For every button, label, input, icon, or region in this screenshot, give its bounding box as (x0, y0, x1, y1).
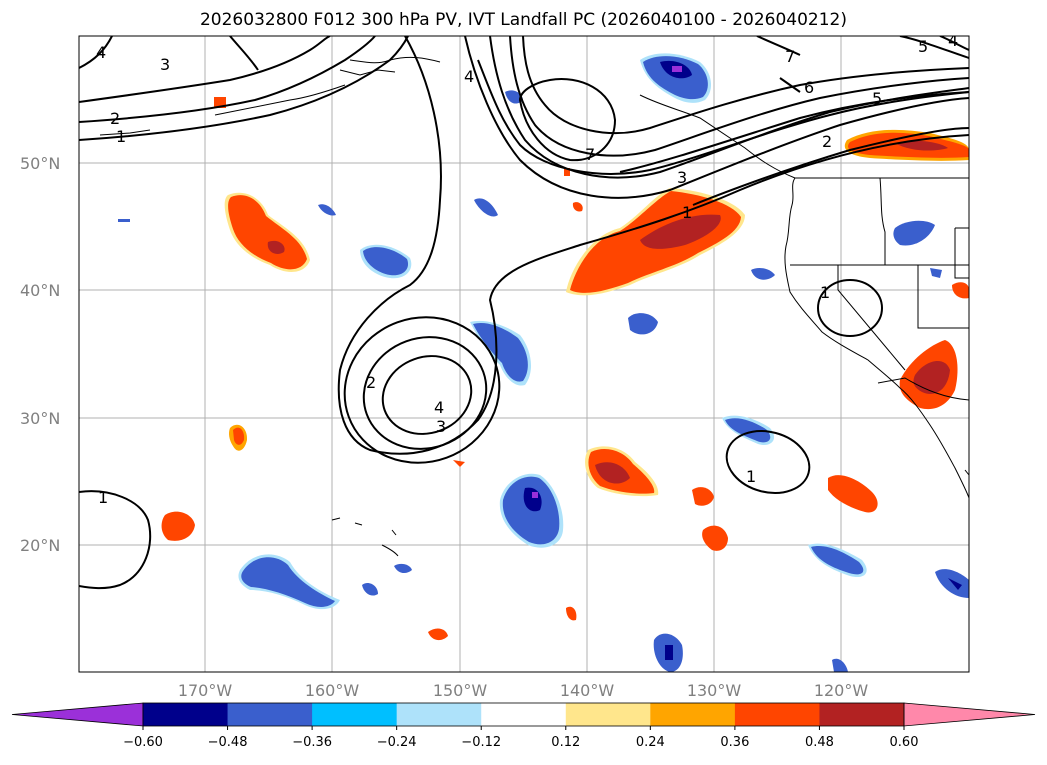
contour-label: 6 (804, 78, 814, 97)
negative-anomaly-region (470, 320, 532, 386)
colorbar-segment (565, 703, 651, 726)
positive-anomaly-region (566, 606, 577, 621)
negative-anomaly-region (238, 554, 340, 610)
colorbar-tick-label: −0.48 (208, 735, 248, 750)
map-title: 2026032800 F012 300 hPa PV, IVT Landfall… (199, 10, 847, 30)
colorbar-segment (312, 703, 398, 726)
negative-anomaly-region (394, 563, 412, 574)
positive-anomaly-region (844, 129, 969, 161)
positive-anomaly-region (692, 487, 714, 506)
contour-label: 3 (677, 168, 687, 187)
contour-label: 4 (96, 43, 106, 62)
colorbar-extend-min (11, 702, 144, 727)
colorbar-tick-label: 0.60 (890, 735, 919, 750)
contour-label: 3 (436, 417, 446, 436)
negative-anomaly-region (832, 658, 848, 672)
colorbar-tick-label: −0.24 (377, 735, 417, 750)
colorbar-segment (481, 703, 567, 726)
colorbar-segment (650, 703, 736, 726)
colorbar-segment (734, 703, 820, 726)
negative-anomaly-region (808, 543, 867, 578)
colorbar-outline (142, 702, 905, 727)
negative-anomaly-region (474, 198, 498, 217)
contour-label: 5 (918, 37, 928, 56)
negative-anomaly-region (751, 267, 775, 280)
colorbar-tick-label: −0.36 (292, 735, 332, 750)
coastlines (99, 56, 969, 557)
colorbar-tick-label: 0.12 (551, 735, 580, 750)
contour-labels: 4 3 2 1 7 6 5 2 1 3 1 4 2 4 3 1 1 5 4 7 (96, 31, 958, 507)
lon-label: 140°W (560, 681, 615, 700)
lon-label: 120°W (814, 681, 869, 700)
colorbar-segment (143, 703, 229, 726)
positive-anomaly-region (161, 511, 195, 541)
negative-anomaly-region (722, 415, 775, 446)
lon-label: 130°W (687, 681, 742, 700)
map-frame (78, 35, 970, 673)
lon-label: 150°W (433, 681, 488, 700)
positive-anomaly-region (899, 340, 958, 410)
negative-anomaly-region (499, 473, 564, 548)
lon-label: 160°W (305, 681, 360, 700)
negative-anomaly-region (505, 90, 523, 104)
positive-anomaly-region (702, 525, 728, 551)
colorbar-segment (396, 703, 482, 726)
contour-label: 7 (585, 145, 595, 164)
colorbar-ticks: −0.60 −0.48 −0.36 −0.24 −0.12 0.12 0.24 0.36 0.4… (123, 726, 918, 750)
negative-anomaly-region (935, 569, 969, 598)
colorbar-tick-label: 0.48 (805, 735, 834, 750)
contour-label: 2 (822, 132, 832, 151)
colorbar-tick-label: −0.60 (123, 735, 163, 750)
contour-label: 1 (116, 127, 126, 146)
positive-anomaly-region (572, 202, 583, 212)
colorbar-tick-label: 0.36 (720, 735, 749, 750)
pv-anomaly-fills (118, 53, 969, 672)
lat-label: 20°N (20, 536, 60, 555)
colorbar-extend-max (903, 702, 1036, 727)
positive-anomaly-region (952, 282, 969, 299)
contour-label: 5 (872, 89, 882, 108)
latitude-labels: 50°N 40°N 30°N 20°N (20, 154, 60, 555)
negative-anomaly-region (930, 268, 942, 278)
positive-anomaly-region (566, 188, 745, 296)
positive-anomaly-region (585, 446, 659, 497)
pv-contours (79, 36, 969, 590)
contour-label: 7 (785, 47, 795, 66)
colorbar-segment (227, 703, 313, 726)
positive-anomaly-region (453, 460, 465, 467)
contour-label: 1 (98, 488, 108, 507)
longitude-labels: 170°W 160°W 150°W 140°W 130°W 120°W (178, 681, 869, 700)
contour-label: 3 (160, 55, 170, 74)
contour-label: 1 (820, 283, 830, 302)
colorbar-tick-label: 0.24 (636, 735, 665, 750)
contour-label: 2 (110, 109, 120, 128)
negative-anomaly-region (360, 244, 412, 279)
contour-label: 2 (366, 373, 376, 392)
lon-label: 170°W (178, 681, 233, 700)
colorbar-tick-label: −0.12 (461, 735, 501, 750)
negative-anomaly-region (628, 313, 658, 335)
positive-anomaly-region (428, 628, 448, 641)
lat-label: 30°N (20, 409, 60, 428)
colorbar-segment (819, 703, 905, 726)
negative-anomaly-region (118, 219, 130, 222)
lat-label: 40°N (20, 281, 60, 300)
positive-anomaly-region (229, 424, 248, 451)
negative-anomaly-region (318, 204, 336, 216)
contour-label: 4 (434, 398, 444, 417)
contour-label: 4 (948, 31, 958, 50)
positive-anomaly-region (224, 192, 310, 272)
lat-label: 50°N (20, 154, 60, 173)
colorbar (11, 702, 1036, 727)
contour-label: 4 (464, 67, 474, 86)
negative-anomaly-region (362, 583, 378, 596)
negative-anomaly-region (640, 53, 712, 103)
contour-label: 1 (746, 467, 756, 486)
negative-anomaly-region (653, 633, 683, 672)
contour-label: 1 (682, 203, 692, 222)
negative-anomaly-region (893, 220, 935, 246)
positive-anomaly-region (828, 475, 878, 513)
